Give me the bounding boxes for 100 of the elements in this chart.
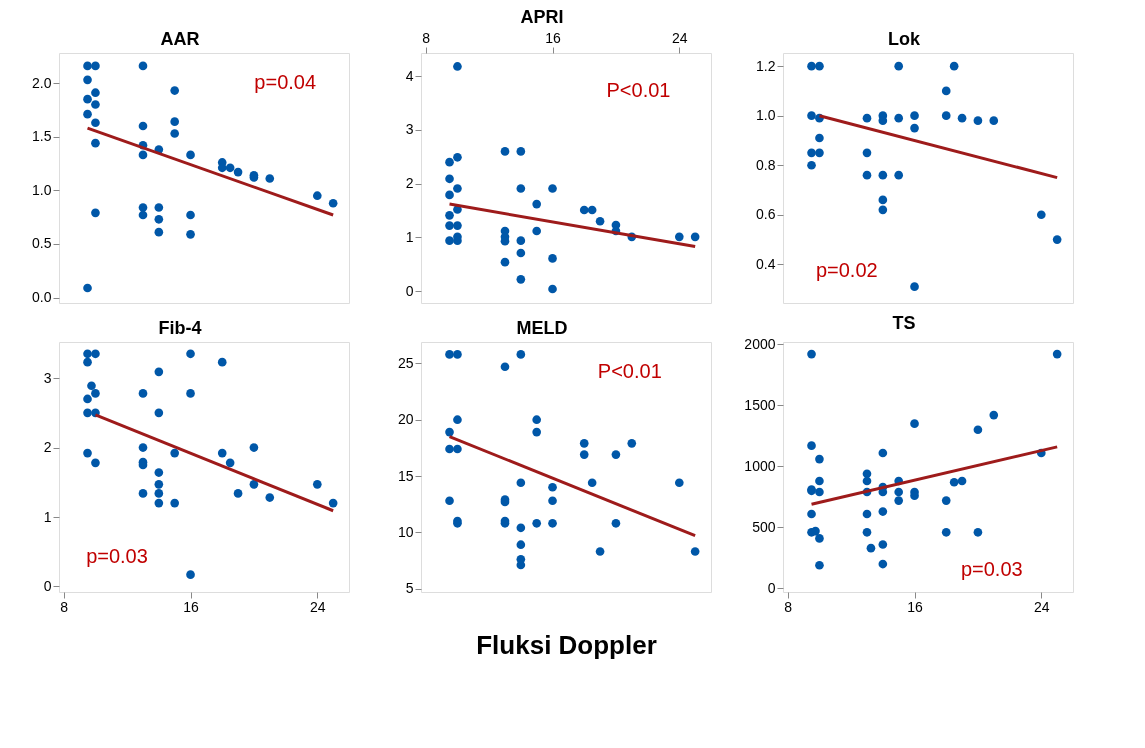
x-tick-label: 16 [183,598,200,615]
point [815,61,824,71]
point [83,61,92,71]
point [445,496,454,506]
point [186,570,195,579]
point [91,208,100,218]
point [83,75,92,85]
y-tick-label: 25 [397,354,414,371]
point [611,450,621,459]
x-tick-label: 24 [1034,598,1050,615]
point [862,148,872,158]
point [811,526,820,536]
point [548,482,557,492]
point [1052,349,1062,359]
point [312,191,322,201]
point [862,527,872,537]
point [862,469,872,479]
x-tick-label: 8 [784,598,793,615]
point [453,152,462,162]
y-tick-label: 2000 [744,335,776,352]
point [587,478,597,488]
point [690,547,700,556]
y-tick-label: 10 [397,523,414,540]
y-tick-label: 5 [405,580,414,597]
point [186,150,195,160]
point [989,116,999,125]
point [910,123,919,133]
point [217,448,227,458]
y-tick-label: 0 [405,282,414,299]
point [807,509,816,519]
annotation: P<0.01 [606,78,671,101]
y-tick-label: 15 [397,467,414,484]
y-tick-label: 1000 [744,457,776,474]
x2-tick-label: 24 [672,29,688,46]
point [532,226,542,236]
point [878,448,888,458]
point [453,415,462,425]
point [910,419,919,428]
point [878,116,888,125]
y-tick-label: 3 [405,121,414,138]
point [138,489,148,498]
point [894,487,904,497]
point [83,448,92,458]
point [154,227,164,237]
point [516,350,526,359]
point [587,205,597,215]
y-tick-label: 1.0 [756,107,776,124]
chart-title: MELD [516,318,568,338]
point [674,478,684,488]
point [1036,210,1046,220]
point [500,147,510,156]
point [627,439,637,448]
chart-title: AAR [160,29,200,49]
point [516,540,526,550]
point [894,170,904,180]
y-tick-label: 0 [767,579,776,596]
point [973,527,983,537]
point [87,381,96,391]
point [973,425,983,435]
point [91,88,100,98]
point [516,236,526,245]
annotation: P<0.01 [597,360,662,382]
point [453,221,462,230]
point [138,61,148,71]
point [815,133,824,143]
point [989,410,999,420]
point [138,443,148,452]
point [815,487,824,497]
point [532,199,542,209]
point [138,389,148,398]
y-tick-label: 0.4 [756,255,776,272]
point [83,349,92,359]
point [611,518,621,528]
y-tick-label: 20 [397,411,414,428]
point [815,476,824,486]
point [579,439,589,448]
point [941,86,951,96]
point [548,254,557,263]
point [516,184,526,193]
point [170,129,180,138]
point [579,450,589,459]
y-tick-label: 0.6 [756,206,776,223]
point [910,282,919,291]
point [445,174,454,184]
point [154,480,164,489]
y-tick-label: 1.0 [32,181,52,198]
x-tick-label: 16 [907,598,924,615]
y-tick-label: 1 [405,228,414,245]
point [941,496,951,505]
y-tick-label: 0 [43,577,52,594]
chart-title: Fib-4 [158,318,202,338]
point [941,527,951,537]
point [328,198,338,208]
point [91,118,100,128]
point [957,113,967,123]
point [595,547,605,556]
point [186,210,195,220]
y-tick-label: 0.0 [32,289,52,306]
point [445,190,454,200]
y-tick-label: 1500 [744,396,776,413]
